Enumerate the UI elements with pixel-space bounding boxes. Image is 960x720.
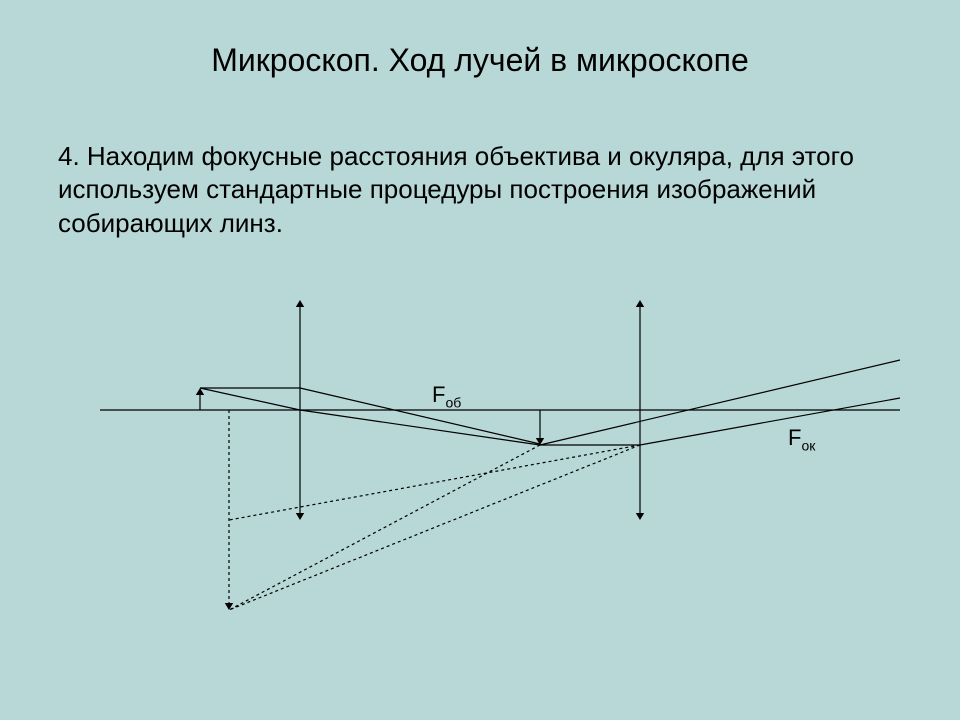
svg-text:Fок: Fок (788, 425, 816, 454)
svg-text:Fоб: Fоб (432, 382, 461, 411)
ray-diagram: Fоб Fок (0, 0, 960, 720)
slide: Микроскоп. Ход лучей в микроскопе 4. Нах… (0, 0, 960, 720)
